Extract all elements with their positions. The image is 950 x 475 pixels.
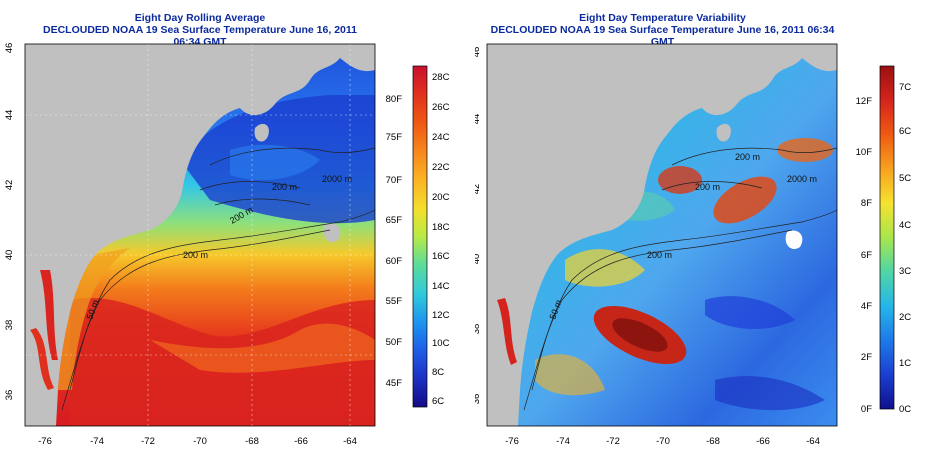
svg-text:40: 40 (4, 250, 15, 261)
svg-text:-66: -66 (756, 436, 770, 447)
svg-text:38: 38 (4, 320, 15, 331)
right-variability-map: 50 m 200 m 200 m 200 m 2000 m -76 -74 -7… (475, 43, 911, 447)
svg-text:4C: 4C (899, 220, 911, 231)
svg-text:-76: -76 (38, 436, 52, 447)
svg-text:50F: 50F (386, 337, 403, 348)
svg-text:36: 36 (4, 390, 15, 401)
svg-text:42: 42 (475, 184, 482, 195)
right-land (487, 44, 837, 426)
svg-text:6C: 6C (432, 396, 444, 407)
left-land (25, 44, 375, 426)
svg-text:75F: 75F (386, 132, 403, 143)
svg-text:4F: 4F (861, 301, 872, 312)
svg-text:12F: 12F (856, 96, 873, 107)
svg-text:22C: 22C (432, 162, 450, 173)
left-colorbar-fahrenheit: 80F 75F 70F 65F 60F 55F 50F 45F (386, 94, 403, 389)
svg-text:-70: -70 (193, 436, 207, 447)
contour-label-200m-a: 200 m (183, 250, 208, 260)
svg-text:-66: -66 (294, 436, 308, 447)
svg-text:18C: 18C (432, 222, 450, 233)
svg-text:5C: 5C (899, 173, 911, 184)
svg-text:-68: -68 (706, 436, 720, 447)
svg-text:40: 40 (475, 254, 482, 265)
left-colorbar-celsius: 28C 26C 24C 22C 20C 18C 16C 14C 12C 10C … (432, 72, 450, 407)
svg-text:6F: 6F (861, 250, 872, 261)
svg-text:80F: 80F (386, 94, 403, 105)
svg-text:-64: -64 (343, 436, 357, 447)
left-sst-map: 50 m 200 m 200 m 200 m 2000 m -76 -74 -7… (4, 43, 450, 447)
svg-text:1C: 1C (899, 358, 911, 369)
contour-label-200m-right-b: 200 m (695, 182, 720, 192)
contour-label-2000m: 2000 m (322, 174, 352, 184)
svg-text:45F: 45F (386, 378, 403, 389)
svg-text:55F: 55F (386, 296, 403, 307)
svg-text:46: 46 (4, 43, 15, 54)
right-x-axis: -76 -74 -72 -70 -68 -66 -64 (505, 436, 820, 447)
svg-text:0C: 0C (899, 404, 911, 415)
svg-text:2F: 2F (861, 352, 872, 363)
svg-text:44: 44 (475, 114, 482, 125)
svg-text:-76: -76 (505, 436, 519, 447)
svg-text:12C: 12C (432, 310, 450, 321)
svg-text:8F: 8F (861, 198, 872, 209)
svg-text:24C: 24C (432, 132, 450, 143)
svg-text:65F: 65F (386, 215, 403, 226)
left-colorbar (412, 65, 428, 408)
svg-text:16C: 16C (432, 251, 450, 262)
svg-text:-72: -72 (606, 436, 620, 447)
contour-label-2000m-right: 2000 m (787, 174, 817, 184)
contour-label-200m-right-c: 200 m (735, 152, 760, 162)
right-colorbar (879, 65, 895, 410)
svg-text:46: 46 (475, 47, 482, 58)
svg-text:20C: 20C (432, 192, 450, 203)
contour-label-200m-c: 200 m (272, 182, 297, 192)
right-title-line1: Eight Day Temperature Variability (579, 12, 746, 24)
svg-text:28C: 28C (432, 72, 450, 83)
left-title-line1: Eight Day Rolling Average (134, 12, 266, 24)
svg-text:42: 42 (4, 180, 15, 191)
svg-text:0F: 0F (861, 404, 872, 415)
left-grid (25, 44, 375, 426)
svg-text:38: 38 (475, 324, 482, 335)
contour-label-200m-right-a: 200 m (647, 250, 672, 260)
left-y-axis: 36 38 40 42 44 46 (4, 43, 15, 401)
svg-text:10C: 10C (432, 338, 450, 349)
svg-text:3C: 3C (899, 266, 911, 277)
svg-text:10F: 10F (856, 147, 873, 158)
svg-text:36: 36 (475, 394, 482, 405)
svg-text:26C: 26C (432, 102, 450, 113)
svg-text:2C: 2C (899, 312, 911, 323)
svg-text:6C: 6C (899, 126, 911, 137)
svg-text:-74: -74 (556, 436, 570, 447)
right-y-axis: 36 38 40 42 44 46 (475, 47, 482, 405)
svg-text:44: 44 (4, 110, 15, 121)
svg-text:14C: 14C (432, 281, 450, 292)
left-bathymetry-contours (61, 147, 375, 411)
svg-text:70F: 70F (386, 175, 403, 186)
svg-text:7C: 7C (899, 82, 911, 93)
left-x-axis: -76 -74 -72 -70 -68 -66 -64 (38, 436, 357, 447)
right-colorbar-fahrenheit: 12F 10F 8F 6F 4F 2F 0F (856, 96, 873, 415)
svg-text:-70: -70 (656, 436, 670, 447)
svg-text:-74: -74 (90, 436, 104, 447)
right-colorbar-celsius: 7C 6C 5C 4C 3C 2C 1C 0C (899, 82, 911, 415)
svg-text:-72: -72 (141, 436, 155, 447)
svg-text:8C: 8C (432, 367, 444, 378)
right-bathymetry-contours (523, 147, 837, 411)
svg-text:-64: -64 (806, 436, 820, 447)
svg-text:-68: -68 (245, 436, 259, 447)
svg-text:60F: 60F (386, 256, 403, 267)
